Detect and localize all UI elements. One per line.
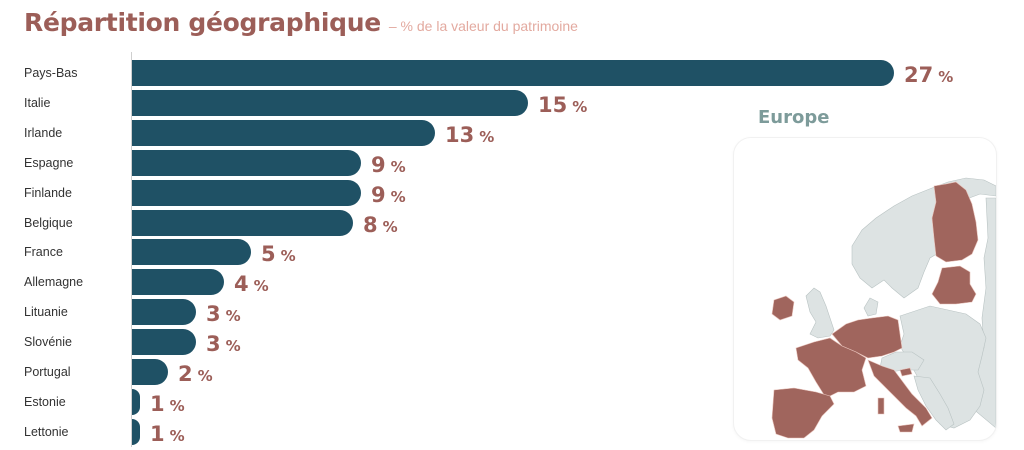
chart-title: Répartition géographique bbox=[24, 8, 381, 37]
value-unit: % bbox=[390, 157, 406, 176]
bar-row: Pays-Bas 27% bbox=[0, 59, 953, 87]
bar-row: France 5% bbox=[0, 238, 720, 266]
europe-map-card bbox=[733, 137, 997, 441]
value-label: 3% bbox=[206, 300, 241, 328]
value-label: 3% bbox=[206, 330, 241, 358]
value-number: 1 bbox=[150, 421, 165, 446]
bar bbox=[132, 60, 894, 86]
value-unit: % bbox=[390, 187, 406, 206]
map-title: Europe bbox=[758, 107, 830, 128]
bar bbox=[132, 119, 435, 146]
value-number: 4 bbox=[234, 272, 249, 297]
value-number: 15 bbox=[538, 92, 568, 117]
y-axis-line bbox=[131, 52, 132, 447]
value-label: 9% bbox=[371, 151, 406, 179]
value-unit: % bbox=[225, 307, 241, 326]
value-unit: % bbox=[382, 217, 398, 236]
category-label: Irlande bbox=[24, 125, 63, 140]
category-label: Portugal bbox=[24, 365, 71, 379]
value-label: 1% bbox=[150, 390, 185, 418]
value-unit: % bbox=[197, 367, 213, 385]
bar-row: Lettonie 1% bbox=[0, 418, 720, 446]
category-label: Belgique bbox=[24, 215, 73, 230]
value-label: 27% bbox=[904, 61, 953, 89]
value-label: 4% bbox=[234, 270, 269, 298]
bar bbox=[132, 299, 196, 326]
value-unit: % bbox=[280, 247, 296, 266]
value-number: 9 bbox=[371, 152, 386, 177]
value-number: 27 bbox=[904, 63, 934, 87]
value-number: 3 bbox=[206, 332, 221, 357]
value-label: 9% bbox=[371, 181, 406, 209]
value-number: 9 bbox=[371, 182, 386, 207]
bar-row: Finlande 9% bbox=[0, 179, 720, 207]
value-number: 5 bbox=[261, 242, 276, 267]
value-unit: % bbox=[253, 277, 269, 296]
bar-row: Belgique 8% bbox=[0, 209, 720, 237]
bar bbox=[132, 239, 251, 266]
category-label: France bbox=[24, 245, 63, 260]
value-label: 5% bbox=[261, 240, 296, 268]
value-number: 13 bbox=[445, 122, 475, 147]
category-label: Finlande bbox=[24, 185, 72, 200]
bar-row: Portugal 2% bbox=[0, 358, 720, 386]
bar bbox=[132, 329, 196, 356]
bar-row: Slovénie 3% bbox=[0, 328, 720, 356]
bar bbox=[132, 209, 353, 236]
category-label: Pays-Bas bbox=[24, 66, 78, 80]
value-label: 13% bbox=[445, 121, 494, 149]
category-label: Slovénie bbox=[24, 335, 72, 350]
value-unit: % bbox=[169, 426, 185, 445]
value-unit: % bbox=[225, 337, 241, 356]
bar-row: Irlande 13% bbox=[0, 119, 720, 147]
category-label: Allemagne bbox=[24, 275, 84, 290]
value-label: 15% bbox=[538, 91, 587, 119]
value-number: 3 bbox=[206, 302, 221, 327]
bar-row: Estonie 1% bbox=[0, 388, 720, 416]
value-unit: % bbox=[479, 127, 495, 146]
value-unit: % bbox=[169, 396, 185, 415]
category-label: Lituanie bbox=[24, 305, 68, 320]
category-label: Italie bbox=[24, 95, 51, 110]
bar bbox=[132, 388, 140, 415]
bar-row: Allemagne 4% bbox=[0, 268, 720, 296]
bar-row: Espagne 9% bbox=[0, 149, 720, 177]
value-label: 1% bbox=[150, 420, 185, 448]
bar bbox=[132, 179, 361, 206]
bar bbox=[132, 269, 224, 296]
category-label: Espagne bbox=[24, 155, 74, 170]
bar-row: Italie 15% bbox=[0, 89, 720, 117]
value-number: 8 bbox=[363, 212, 378, 237]
bar bbox=[132, 359, 168, 385]
value-unit: % bbox=[572, 97, 588, 116]
value-unit: % bbox=[938, 68, 954, 86]
value-label: 8% bbox=[363, 211, 398, 239]
value-number: 2 bbox=[178, 362, 193, 386]
bar bbox=[132, 418, 140, 445]
bar bbox=[132, 89, 528, 116]
europe-map-icon bbox=[771, 177, 996, 439]
category-label: Estonie bbox=[24, 394, 66, 409]
category-label: Lettonie bbox=[24, 424, 69, 439]
chart-subtitle: – % de la valeur du patrimoine bbox=[388, 18, 578, 34]
bar bbox=[132, 149, 361, 176]
bar-row: Lituanie 3% bbox=[0, 298, 720, 326]
chart-header: Répartition géographique – % de la valeu… bbox=[24, 8, 578, 37]
value-label: 2% bbox=[178, 360, 213, 388]
value-number: 1 bbox=[150, 391, 165, 416]
